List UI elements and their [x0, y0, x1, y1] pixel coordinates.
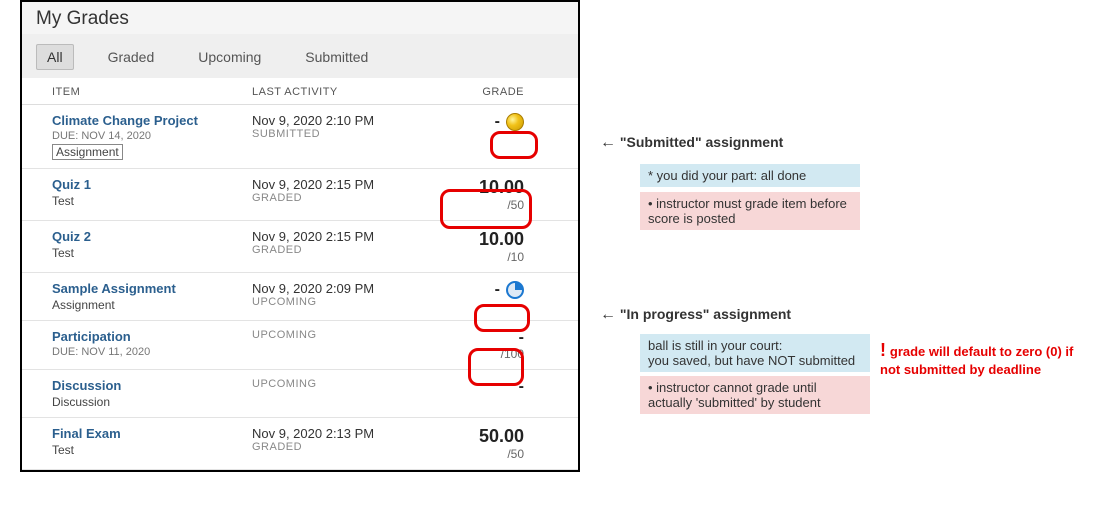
- annot-warning-text: grade will default to zero (0) if not su…: [880, 344, 1073, 377]
- grade-total: /100: [432, 347, 524, 361]
- grade-row: Participation DUE: NOV 11, 2020UPCOMING -/…: [22, 321, 578, 370]
- annot-submitted-blue: * you did your part: all done: [640, 164, 860, 187]
- grade-row: Discussion DiscussionUPCOMING -: [22, 370, 578, 418]
- item-link[interactable]: Participation: [52, 329, 252, 344]
- annot-submitted-pink: • instructor must grade item before scor…: [640, 192, 860, 230]
- grades-table-body: Climate Change Project DUE: NOV 14, 2020 A…: [22, 105, 578, 470]
- needs-grading-icon: [506, 113, 524, 131]
- item-link[interactable]: Climate Change Project: [52, 113, 252, 128]
- grade-score: 50.00: [479, 426, 524, 447]
- column-headers: ITEM LAST ACTIVITY GRADE: [22, 78, 578, 105]
- exclamation-icon: !: [880, 340, 886, 360]
- tab-upcoming[interactable]: Upcoming: [188, 45, 271, 69]
- annot-submitted-arrow: ← "Submitted" assignment: [600, 134, 783, 152]
- grade-score: 10.00: [479, 177, 524, 198]
- item-link[interactable]: Quiz 2: [52, 229, 252, 244]
- annot-inprogress-blue: ball is still in your court: you saved, …: [640, 334, 870, 372]
- grade-total: /50: [432, 447, 524, 461]
- tab-submitted[interactable]: Submitted: [295, 45, 378, 69]
- item-link[interactable]: Discussion: [52, 378, 252, 393]
- item-type: Assignment: [52, 144, 123, 160]
- grade-row: Final Exam TestNov 9, 2020 2:13 PMGRADED 5…: [22, 418, 578, 470]
- grade-row: Climate Change Project DUE: NOV 14, 2020 A…: [22, 105, 578, 169]
- item-type: Test: [52, 246, 252, 260]
- activity-date: Nov 9, 2020 2:13 PM: [252, 426, 432, 441]
- grade-dash: -: [519, 329, 524, 347]
- in-progress-icon: [506, 281, 524, 299]
- col-header-grade: GRADE: [432, 86, 564, 98]
- annot-inprogress-pink: • instructor cannot grade until actually…: [640, 376, 870, 414]
- activity-status: UPCOMING: [252, 329, 432, 341]
- grade-row: Sample Assignment AssignmentNov 9, 2020 2…: [22, 273, 578, 321]
- grade-row: Quiz 2 TestNov 9, 2020 2:15 PMGRADED 10.00…: [22, 221, 578, 273]
- tab-graded[interactable]: Graded: [98, 45, 165, 69]
- grade-row: Quiz 1 TestNov 9, 2020 2:15 PMGRADED 10.00…: [22, 169, 578, 221]
- activity-status: UPCOMING: [252, 378, 432, 390]
- item-type: Test: [52, 443, 252, 457]
- item-type: Test: [52, 194, 252, 208]
- activity-status: UPCOMING: [252, 296, 432, 308]
- item-due: DUE: NOV 14, 2020: [52, 130, 252, 142]
- annot-warning: ! grade will default to zero (0) if not …: [880, 340, 1090, 377]
- activity-status: GRADED: [252, 441, 432, 453]
- item-link[interactable]: Quiz 1: [52, 177, 252, 192]
- grade-total: /10: [432, 250, 524, 264]
- filter-tabs: All Graded Upcoming Submitted: [22, 34, 578, 78]
- activity-date: Nov 9, 2020 2:10 PM: [252, 113, 432, 128]
- grade-total: /50: [432, 198, 524, 212]
- annot-inprogress-title: "In progress" assignment: [620, 306, 791, 322]
- activity-status: SUBMITTED: [252, 128, 432, 140]
- item-link[interactable]: Final Exam: [52, 426, 252, 441]
- item-type: Assignment: [52, 298, 252, 312]
- item-type: Discussion: [52, 395, 252, 409]
- grade-score: 10.00: [479, 229, 524, 250]
- annot-inprogress-arrow: ← "In progress" assignment: [600, 306, 791, 324]
- col-header-item: ITEM: [52, 86, 252, 98]
- col-header-activity: LAST ACTIVITY: [252, 86, 432, 98]
- activity-date: Nov 9, 2020 2:15 PM: [252, 229, 432, 244]
- grade-dash: -: [495, 113, 500, 131]
- tab-all[interactable]: All: [36, 44, 74, 70]
- grade-dash: -: [519, 378, 524, 396]
- annot-submitted-title: "Submitted" assignment: [620, 134, 783, 150]
- grade-dash: -: [495, 281, 500, 299]
- page-title: My Grades: [22, 2, 578, 34]
- activity-status: GRADED: [252, 244, 432, 256]
- item-due: DUE: NOV 11, 2020: [52, 346, 252, 358]
- activity-date: Nov 9, 2020 2:09 PM: [252, 281, 432, 296]
- activity-status: GRADED: [252, 192, 432, 204]
- item-link[interactable]: Sample Assignment: [52, 281, 252, 296]
- activity-date: Nov 9, 2020 2:15 PM: [252, 177, 432, 192]
- my-grades-panel: My Grades All Graded Upcoming Submitted ITE…: [20, 0, 580, 472]
